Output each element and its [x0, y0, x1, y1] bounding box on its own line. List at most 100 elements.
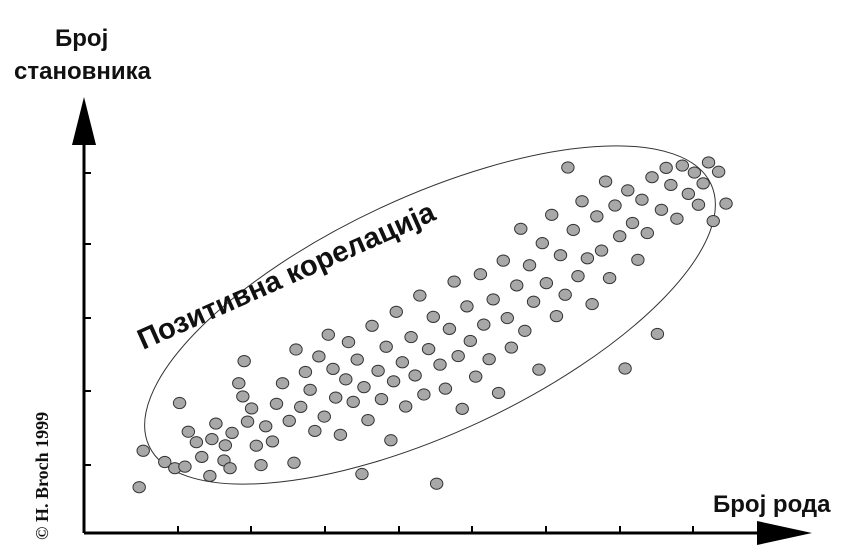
data-point — [289, 343, 303, 356]
data-point — [223, 462, 237, 475]
data-point — [371, 364, 385, 377]
data-point — [664, 178, 678, 192]
data-point — [486, 293, 500, 306]
data-point — [189, 436, 204, 449]
data-point — [269, 397, 284, 410]
data-point — [321, 328, 335, 341]
data-point — [341, 336, 356, 349]
data-point — [561, 161, 575, 174]
data-point — [496, 254, 510, 267]
data-point — [670, 212, 684, 225]
data-point — [203, 469, 217, 483]
data-point — [442, 322, 457, 336]
data-point — [275, 377, 290, 390]
data-point — [598, 175, 613, 188]
data-point — [209, 417, 223, 430]
data-point — [398, 400, 413, 413]
data-point — [504, 341, 519, 354]
data-point — [613, 230, 627, 243]
data-point — [711, 165, 726, 178]
data-point — [645, 171, 659, 184]
y-axis-label-line-1: Број — [55, 25, 108, 52]
data-point — [455, 402, 469, 415]
data-point — [447, 275, 461, 288]
data-point — [594, 244, 609, 257]
data-point — [575, 195, 589, 208]
data-point — [287, 456, 301, 469]
data-point — [696, 177, 710, 190]
data-point — [417, 388, 431, 401]
data-point — [404, 330, 418, 344]
data-point — [719, 197, 733, 210]
data-point — [178, 460, 192, 473]
data-point — [236, 390, 250, 403]
data-point — [408, 369, 422, 382]
data-point — [308, 424, 322, 438]
data-point — [421, 342, 436, 356]
data-point — [312, 350, 326, 363]
data-point — [195, 450, 209, 464]
data-point — [395, 356, 410, 369]
data-point — [482, 353, 496, 366]
data-point — [259, 420, 273, 433]
y-axis-arrow-icon — [72, 97, 96, 145]
data-point — [433, 358, 447, 371]
data-point — [675, 159, 689, 172]
data-point — [303, 383, 317, 396]
data-point — [346, 395, 360, 408]
correlation-annotation: Позитивна корелација — [133, 196, 441, 357]
data-point — [254, 459, 268, 472]
data-point — [329, 391, 343, 404]
data-point — [650, 327, 665, 341]
data-point — [635, 193, 649, 206]
data-point — [379, 340, 393, 353]
data-point — [659, 161, 673, 174]
data-point — [585, 297, 599, 311]
data-point — [355, 467, 369, 481]
data-point — [602, 271, 617, 285]
x-axis-label: Број рода — [713, 491, 831, 518]
copyright-text: © H. Broch 1999 — [32, 412, 52, 540]
data-point — [514, 222, 528, 235]
data-point — [640, 226, 654, 240]
data-point — [451, 349, 465, 363]
data-point — [205, 433, 219, 446]
data-point — [580, 252, 595, 265]
data-point — [460, 300, 474, 313]
data-point — [701, 156, 716, 169]
data-point — [510, 279, 524, 292]
data-point — [473, 268, 488, 281]
data-point — [294, 400, 308, 413]
data-point — [491, 386, 506, 400]
correlation-ellipse — [144, 145, 716, 485]
data-point — [500, 311, 515, 325]
data-point — [426, 310, 440, 323]
data-point — [631, 253, 645, 266]
data-point — [317, 410, 331, 423]
data-point — [339, 373, 353, 386]
data-point — [590, 210, 604, 223]
data-point — [365, 319, 379, 332]
data-point — [181, 425, 196, 438]
data-point — [132, 481, 146, 494]
data-point — [158, 455, 172, 469]
data-point — [477, 318, 491, 331]
data-point — [326, 362, 340, 375]
data-point — [618, 362, 632, 375]
data-point — [282, 414, 296, 427]
data-point — [687, 166, 702, 179]
data-point — [357, 381, 371, 394]
data-point — [218, 439, 233, 452]
data-point — [654, 203, 669, 216]
data-point — [429, 477, 444, 490]
data-point — [298, 365, 313, 379]
x-axis-arrow-icon — [757, 521, 812, 545]
data-point — [350, 353, 364, 366]
data-point — [545, 208, 559, 221]
data-point — [621, 184, 635, 197]
data-point — [625, 216, 640, 230]
data-point — [558, 288, 572, 301]
data-point — [249, 439, 263, 452]
data-point — [681, 187, 696, 200]
